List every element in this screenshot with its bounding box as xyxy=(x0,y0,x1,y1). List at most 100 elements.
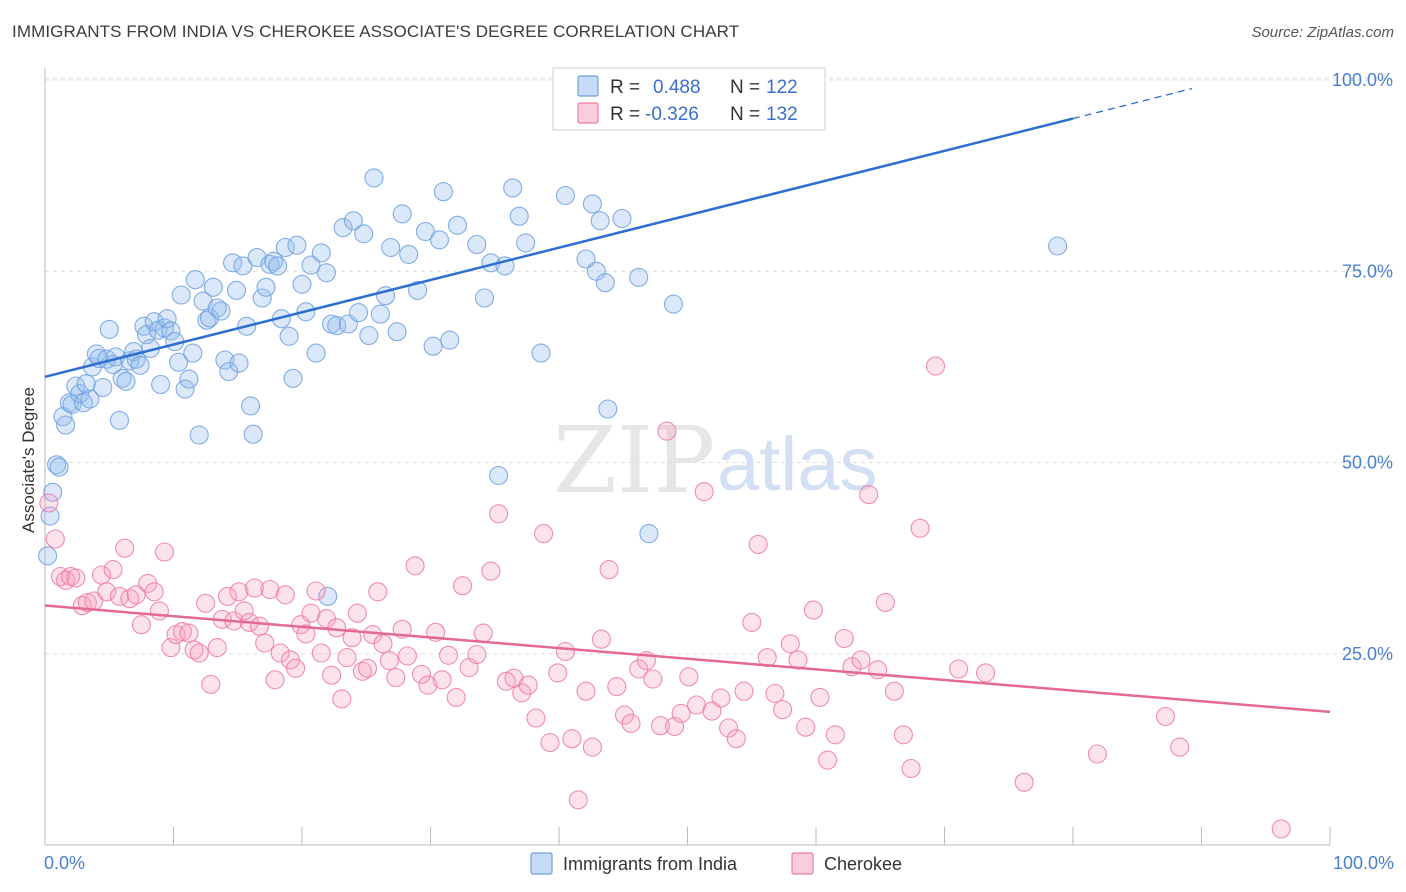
cherokee-point xyxy=(548,663,568,683)
cherokee-point xyxy=(773,700,793,720)
cherokee-point xyxy=(131,615,151,635)
chart-title: IMMIGRANTS FROM INDIA VS CHEROKEE ASSOCI… xyxy=(12,22,740,41)
india-point xyxy=(359,325,379,346)
cherokee-point xyxy=(196,593,216,613)
cherokee-point xyxy=(496,671,516,691)
axes xyxy=(44,68,1331,846)
cherokee-point xyxy=(650,716,671,736)
cherokee-point xyxy=(803,600,823,620)
india-point xyxy=(223,253,243,273)
cherokee-point xyxy=(818,750,838,770)
cherokee-point xyxy=(859,485,879,505)
india-point xyxy=(279,326,299,346)
legend-n-label-cherokee: N = xyxy=(730,104,760,125)
cherokee-point xyxy=(184,640,204,660)
cherokee-point xyxy=(582,737,602,757)
cherokee-point xyxy=(311,643,331,663)
india-point xyxy=(211,301,231,321)
india-point xyxy=(433,182,453,202)
cherokee-point xyxy=(742,612,762,632)
india-point xyxy=(43,482,63,502)
cherokee-point xyxy=(275,585,295,605)
cherokee-point xyxy=(1271,819,1291,839)
india-point xyxy=(447,215,468,235)
india-point xyxy=(318,586,338,606)
india-point xyxy=(283,368,303,388)
india-point xyxy=(185,270,205,290)
india-point xyxy=(215,350,235,370)
india-point xyxy=(268,256,288,276)
cherokee-point xyxy=(405,556,425,576)
cherokee-point xyxy=(201,674,221,694)
india-point xyxy=(49,457,69,477)
india-point xyxy=(169,352,189,372)
cherokee-point xyxy=(489,504,509,524)
series-india-points xyxy=(38,168,1068,606)
cherokee-point xyxy=(342,628,362,648)
india-point xyxy=(555,185,575,206)
cherokee-point xyxy=(446,687,466,707)
india-point xyxy=(531,343,551,363)
cherokee-point xyxy=(810,687,830,707)
cherokee-point xyxy=(217,586,238,606)
trend-lines xyxy=(44,87,1331,714)
india-point xyxy=(93,377,113,398)
cherokee-point xyxy=(607,677,627,697)
cherokee-point xyxy=(327,618,347,638)
y-tick-label: 100.0% xyxy=(1332,70,1393,90)
india-point xyxy=(598,399,618,419)
india-point xyxy=(582,194,602,214)
legend-swatch-india xyxy=(577,75,599,97)
india-point xyxy=(316,263,336,283)
bottom-legend-label-cherokee: Cherokee xyxy=(824,854,902,874)
cherokee-point xyxy=(45,529,65,549)
cherokee-point xyxy=(149,601,169,621)
cherokee-point xyxy=(949,659,969,679)
x-tick-label-min: 0.0% xyxy=(44,853,85,873)
cherokee-point xyxy=(1087,744,1107,764)
legend-n-value-cherokee: 132 xyxy=(766,104,798,125)
cherokee-point xyxy=(851,650,871,670)
legend-r-label-india: R = xyxy=(610,77,640,98)
india-point xyxy=(387,322,407,342)
india-point xyxy=(429,230,450,250)
india-point xyxy=(348,303,369,323)
cherokee-point xyxy=(534,524,554,544)
india-point xyxy=(333,218,353,238)
cherokee-point xyxy=(976,663,996,683)
india-point xyxy=(175,379,195,399)
india-point xyxy=(116,371,136,391)
cherokee-point xyxy=(694,482,714,502)
cherokee-point xyxy=(97,582,117,602)
india-point xyxy=(161,321,181,341)
cherokee-point xyxy=(234,601,254,621)
india-point xyxy=(381,237,401,258)
watermark-zip: ZIP xyxy=(553,407,715,514)
cherokee-point xyxy=(796,717,816,737)
cherokee-point xyxy=(1014,772,1034,792)
cherokee-point xyxy=(286,658,306,678)
cherokee-point xyxy=(179,623,199,643)
india-point xyxy=(639,524,659,544)
cherokee-point xyxy=(115,538,135,558)
india-point xyxy=(503,178,523,198)
cherokee-point xyxy=(250,616,270,636)
cherokee-point xyxy=(719,718,739,738)
cherokee-point xyxy=(734,681,754,701)
india-point xyxy=(489,465,509,486)
cherokee-point xyxy=(39,493,59,513)
india-point xyxy=(80,389,100,409)
india-point xyxy=(109,410,130,430)
india-point xyxy=(157,309,177,329)
cherokee-point xyxy=(910,518,930,538)
india-point xyxy=(440,330,460,350)
cherokee-point xyxy=(467,644,487,665)
cherokee-point xyxy=(526,708,546,728)
cherokee-point xyxy=(875,592,895,613)
cherokee-point xyxy=(702,701,722,721)
cherokee-point xyxy=(265,670,285,690)
cherokee-point xyxy=(825,725,845,745)
india-point xyxy=(408,280,428,300)
cherokee-point xyxy=(411,664,432,684)
y-tick-labels: 100.0% 75.0% 50.0% 25.0% xyxy=(1332,70,1393,664)
